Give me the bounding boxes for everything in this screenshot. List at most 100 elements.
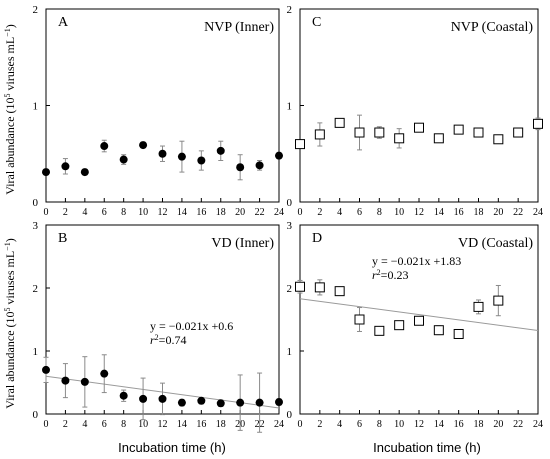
x-tick-label: 14 bbox=[177, 207, 187, 218]
x-tick-label: 18 bbox=[216, 207, 226, 218]
x-tick-label: 10 bbox=[394, 207, 404, 218]
data-point bbox=[197, 396, 206, 405]
data-point bbox=[216, 146, 225, 155]
data-point bbox=[473, 301, 484, 312]
data-point bbox=[295, 281, 305, 292]
data-point bbox=[158, 394, 167, 403]
x-tick-label: 16 bbox=[196, 419, 206, 430]
data-point bbox=[295, 139, 305, 150]
x-tick-label: 18 bbox=[216, 419, 226, 430]
data-point bbox=[314, 129, 325, 140]
data-point bbox=[100, 142, 109, 151]
data-point bbox=[453, 328, 464, 339]
y-tick-label: 2 bbox=[287, 283, 293, 295]
data-point bbox=[354, 314, 365, 325]
x-tick-label: 6 bbox=[357, 419, 362, 430]
data-point bbox=[61, 162, 70, 171]
panel-letter: C bbox=[312, 15, 321, 30]
x-tick-label: 8 bbox=[121, 207, 126, 218]
x-axis-label-left: Incubation time (h) bbox=[118, 440, 226, 455]
x-axis-label-right: Incubation time (h) bbox=[373, 440, 481, 455]
y-tick-label: 3 bbox=[33, 220, 39, 232]
data-point bbox=[374, 127, 385, 138]
data-point bbox=[139, 141, 148, 150]
x-tick-label: 10 bbox=[138, 207, 148, 218]
data-point bbox=[493, 134, 504, 145]
data-point bbox=[354, 127, 365, 138]
data-point bbox=[119, 391, 128, 400]
x-tick-label: 0 bbox=[298, 207, 303, 218]
x-tick-label: 18 bbox=[474, 419, 484, 430]
y-tick-label: 1 bbox=[33, 101, 39, 113]
data-point bbox=[414, 122, 424, 133]
y-tick-label: 3 bbox=[287, 220, 293, 232]
x-tick-label: 2 bbox=[317, 419, 322, 430]
x-tick-label: 10 bbox=[138, 419, 148, 430]
x-tick-label: 2 bbox=[63, 207, 68, 218]
panel-letter: A bbox=[58, 15, 69, 30]
x-tick-label: 14 bbox=[434, 419, 444, 430]
x-tick-label: 4 bbox=[337, 207, 342, 218]
x-tick-label: 0 bbox=[298, 419, 303, 430]
x-tick-label: 6 bbox=[357, 207, 362, 218]
x-tick-label: 22 bbox=[513, 207, 523, 218]
x-tick-label: 0 bbox=[44, 419, 49, 430]
data-point bbox=[80, 377, 89, 386]
data-point bbox=[533, 118, 543, 129]
y-tick-label: 0 bbox=[287, 197, 293, 209]
panel-title: VD (Inner) bbox=[211, 236, 274, 251]
y-tick-label: 2 bbox=[33, 283, 39, 295]
data-point bbox=[119, 155, 128, 164]
x-tick-label: 4 bbox=[337, 419, 342, 430]
x-tick-label: 12 bbox=[158, 419, 168, 430]
x-tick-label: 24 bbox=[533, 207, 543, 218]
y-axis-label: Viral abundance (105 viruses mL−1) bbox=[3, 238, 18, 408]
x-tick-label: 4 bbox=[82, 419, 87, 430]
x-tick-label: 12 bbox=[414, 419, 424, 430]
data-point bbox=[42, 365, 50, 374]
data-point bbox=[255, 398, 264, 407]
plot-frame bbox=[299, 8, 539, 203]
y-tick-label: 0 bbox=[33, 409, 39, 421]
data-point bbox=[177, 398, 186, 407]
data-point bbox=[374, 325, 385, 336]
y-tick-label: 0 bbox=[33, 197, 39, 209]
x-tick-label: 6 bbox=[102, 207, 107, 218]
data-point bbox=[394, 133, 405, 144]
x-tick-label: 22 bbox=[513, 419, 523, 430]
r-squared-label: r2=0.74 bbox=[150, 333, 186, 348]
x-tick-label: 8 bbox=[377, 207, 382, 218]
y-axis-label: Viral abundance (105 viruses mL−1) bbox=[3, 24, 18, 194]
x-tick-label: 20 bbox=[235, 207, 245, 218]
x-tick-label: 6 bbox=[102, 419, 107, 430]
x-tick-label: 20 bbox=[493, 419, 503, 430]
plot-frame bbox=[45, 8, 280, 203]
y-tick-label: 2 bbox=[287, 4, 293, 16]
x-tick-label: 16 bbox=[196, 207, 206, 218]
x-tick-label: 2 bbox=[317, 207, 322, 218]
data-point bbox=[100, 369, 109, 378]
regression-equation: y = −0.021x +0.6 bbox=[150, 319, 233, 333]
data-point bbox=[42, 168, 50, 177]
data-point bbox=[414, 315, 424, 326]
x-tick-label: 4 bbox=[82, 207, 87, 218]
x-tick-label: 16 bbox=[454, 207, 464, 218]
y-tick-label: 2 bbox=[33, 4, 39, 16]
data-point bbox=[236, 398, 245, 407]
x-tick-label: 24 bbox=[274, 207, 284, 218]
data-point bbox=[275, 151, 283, 160]
y-tick-label: 1 bbox=[33, 346, 39, 358]
data-point bbox=[275, 398, 283, 407]
data-point bbox=[255, 161, 264, 170]
x-tick-label: 8 bbox=[121, 419, 126, 430]
r-squared-label: r2=0.23 bbox=[372, 268, 408, 283]
x-tick-label: 8 bbox=[377, 419, 382, 430]
data-point bbox=[334, 286, 345, 297]
data-point bbox=[197, 156, 206, 165]
data-point bbox=[139, 394, 148, 403]
x-tick-label: 12 bbox=[414, 207, 424, 218]
data-point bbox=[513, 127, 524, 138]
